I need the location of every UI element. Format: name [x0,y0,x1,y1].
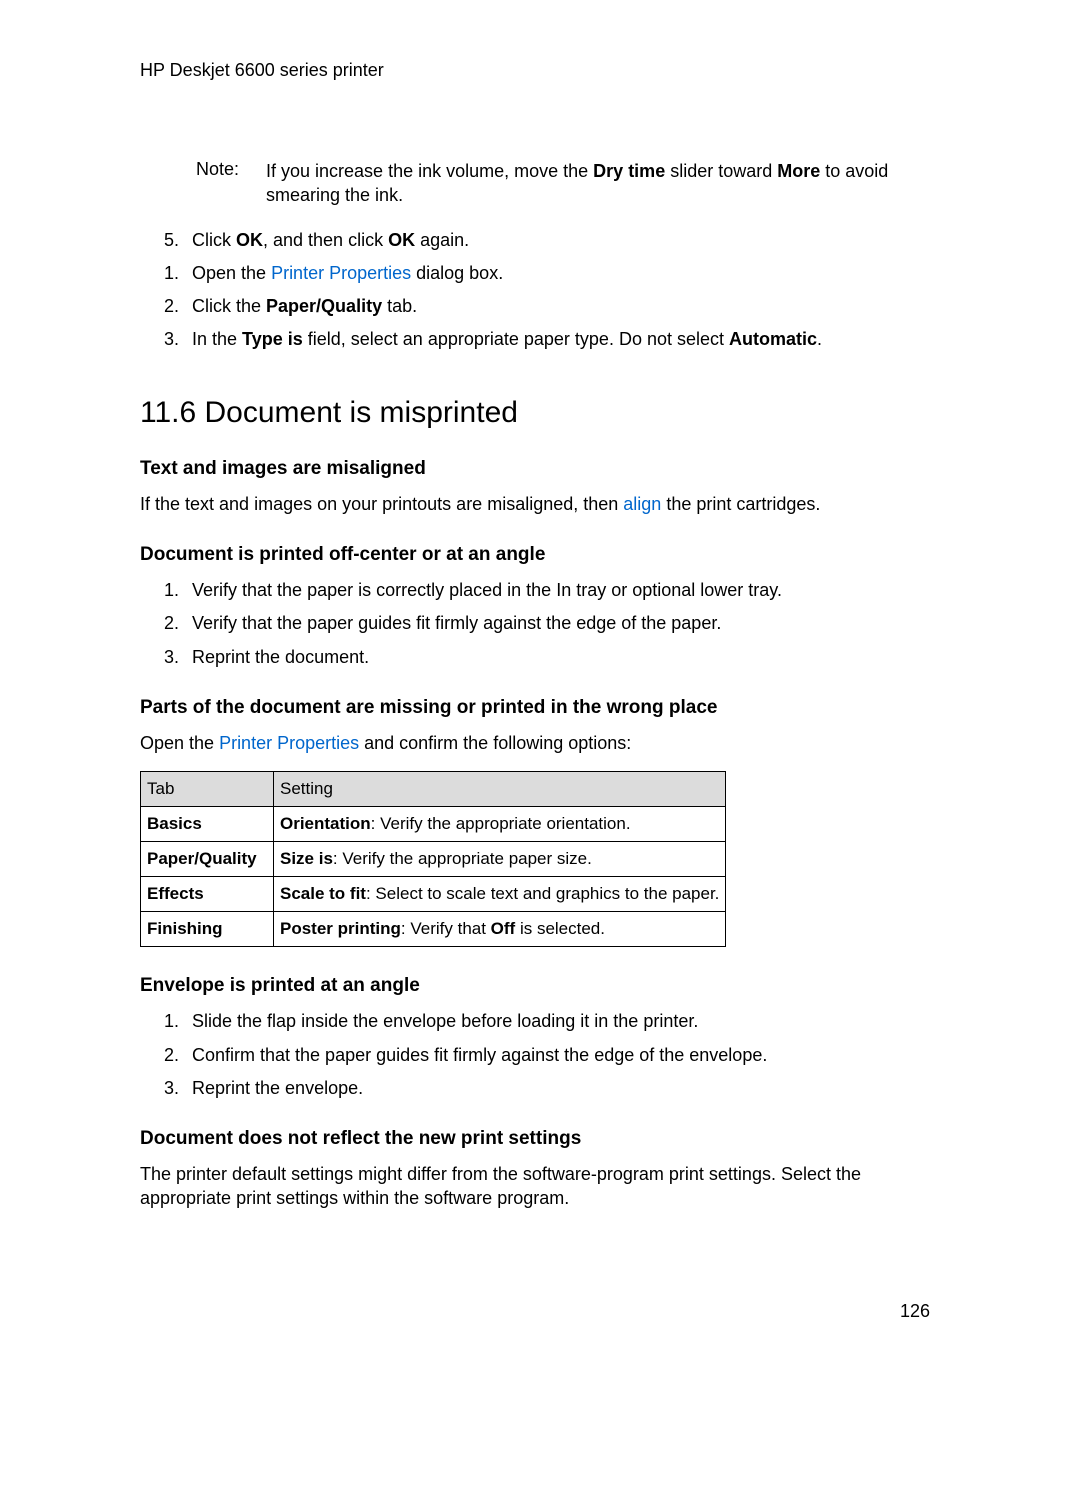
printer-properties-link[interactable]: Printer Properties [271,263,411,283]
subheading-envelope: Envelope is printed at an angle [140,975,940,997]
list-num: 3. [164,327,192,351]
list-num: 1. [164,261,192,285]
subheading-missing: Parts of the document are missing or pri… [140,697,940,719]
table-header-row: Tab Setting [141,772,726,807]
list-num: 2. [164,294,192,318]
table-row: Finishing Poster printing: Verify that O… [141,912,726,947]
table-row: Paper/Quality Size is: Verify the approp… [141,842,726,877]
subheading-misaligned: Text and images are misaligned [140,458,940,480]
table-header: Tab [141,772,274,807]
list-item: 3.Reprint the envelope. [164,1076,940,1100]
list-item: 3.Reprint the document. [164,645,940,669]
list-item: 2. Click the Paper/Quality tab. [164,294,940,318]
table-row: Effects Scale to fit: Select to scale te… [141,877,726,912]
list-item: 5. Click OK, and then click OK again. [164,228,940,252]
note-block: Note: If you increase the ink volume, mo… [196,159,940,208]
note-label: Note: [196,159,246,208]
align-link[interactable]: align [623,494,661,514]
note-pre: If you increase the ink volume, move the [266,161,593,181]
printer-properties-link[interactable]: Printer Properties [219,733,359,753]
section-title: 11.6 Document is misprinted [140,396,940,430]
table-header: Setting [274,772,726,807]
list-text: Open the Printer Properties dialog box. [192,261,940,285]
list-text: Click the Paper/Quality tab. [192,294,940,318]
list-item: 2.Verify that the paper guides fit firml… [164,611,940,635]
list-item: 1.Slide the flap inside the envelope bef… [164,1009,940,1033]
list-item: 1.Verify that the paper is correctly pla… [164,578,940,602]
list-item: 2.Confirm that the paper guides fit firm… [164,1043,940,1067]
list-item: 3. In the Type is field, select an appro… [164,327,940,351]
paragraph: The printer default settings might diffe… [140,1162,940,1211]
page-number: 126 [140,1301,940,1322]
table-row: Basics Orientation: Verify the appropria… [141,807,726,842]
list-item: 1. Open the Printer Properties dialog bo… [164,261,940,285]
note-bold1: Dry time [593,161,665,181]
page-header: HP Deskjet 6600 series printer [140,60,940,81]
list-num: 5. [164,228,192,252]
list-text: In the Type is field, select an appropri… [192,327,940,351]
subheading-offcenter: Document is printed off-center or at an … [140,544,940,566]
subheading-reflect: Document does not reflect the new print … [140,1128,940,1150]
note-text: If you increase the ink volume, move the… [266,159,940,208]
settings-table: Tab Setting Basics Orientation: Verify t… [140,771,726,947]
paragraph: Open the Printer Properties and confirm … [140,731,940,755]
paragraph: If the text and images on your printouts… [140,492,940,516]
note-mid: slider toward [665,161,777,181]
note-bold2: More [777,161,820,181]
list-text: Click OK, and then click OK again. [192,228,940,252]
